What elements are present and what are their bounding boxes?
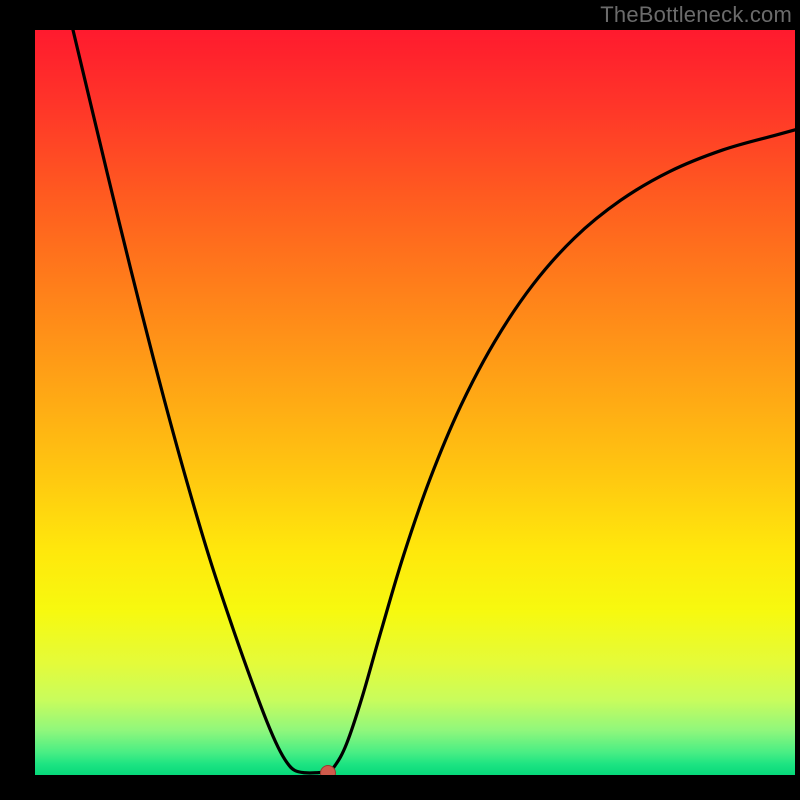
gradient-background [35, 30, 795, 775]
optimal-point-marker [320, 765, 336, 775]
chart-container: TheBottleneck.com [0, 0, 800, 800]
watermark-text: TheBottleneck.com [600, 2, 792, 28]
plot-area [35, 30, 795, 775]
